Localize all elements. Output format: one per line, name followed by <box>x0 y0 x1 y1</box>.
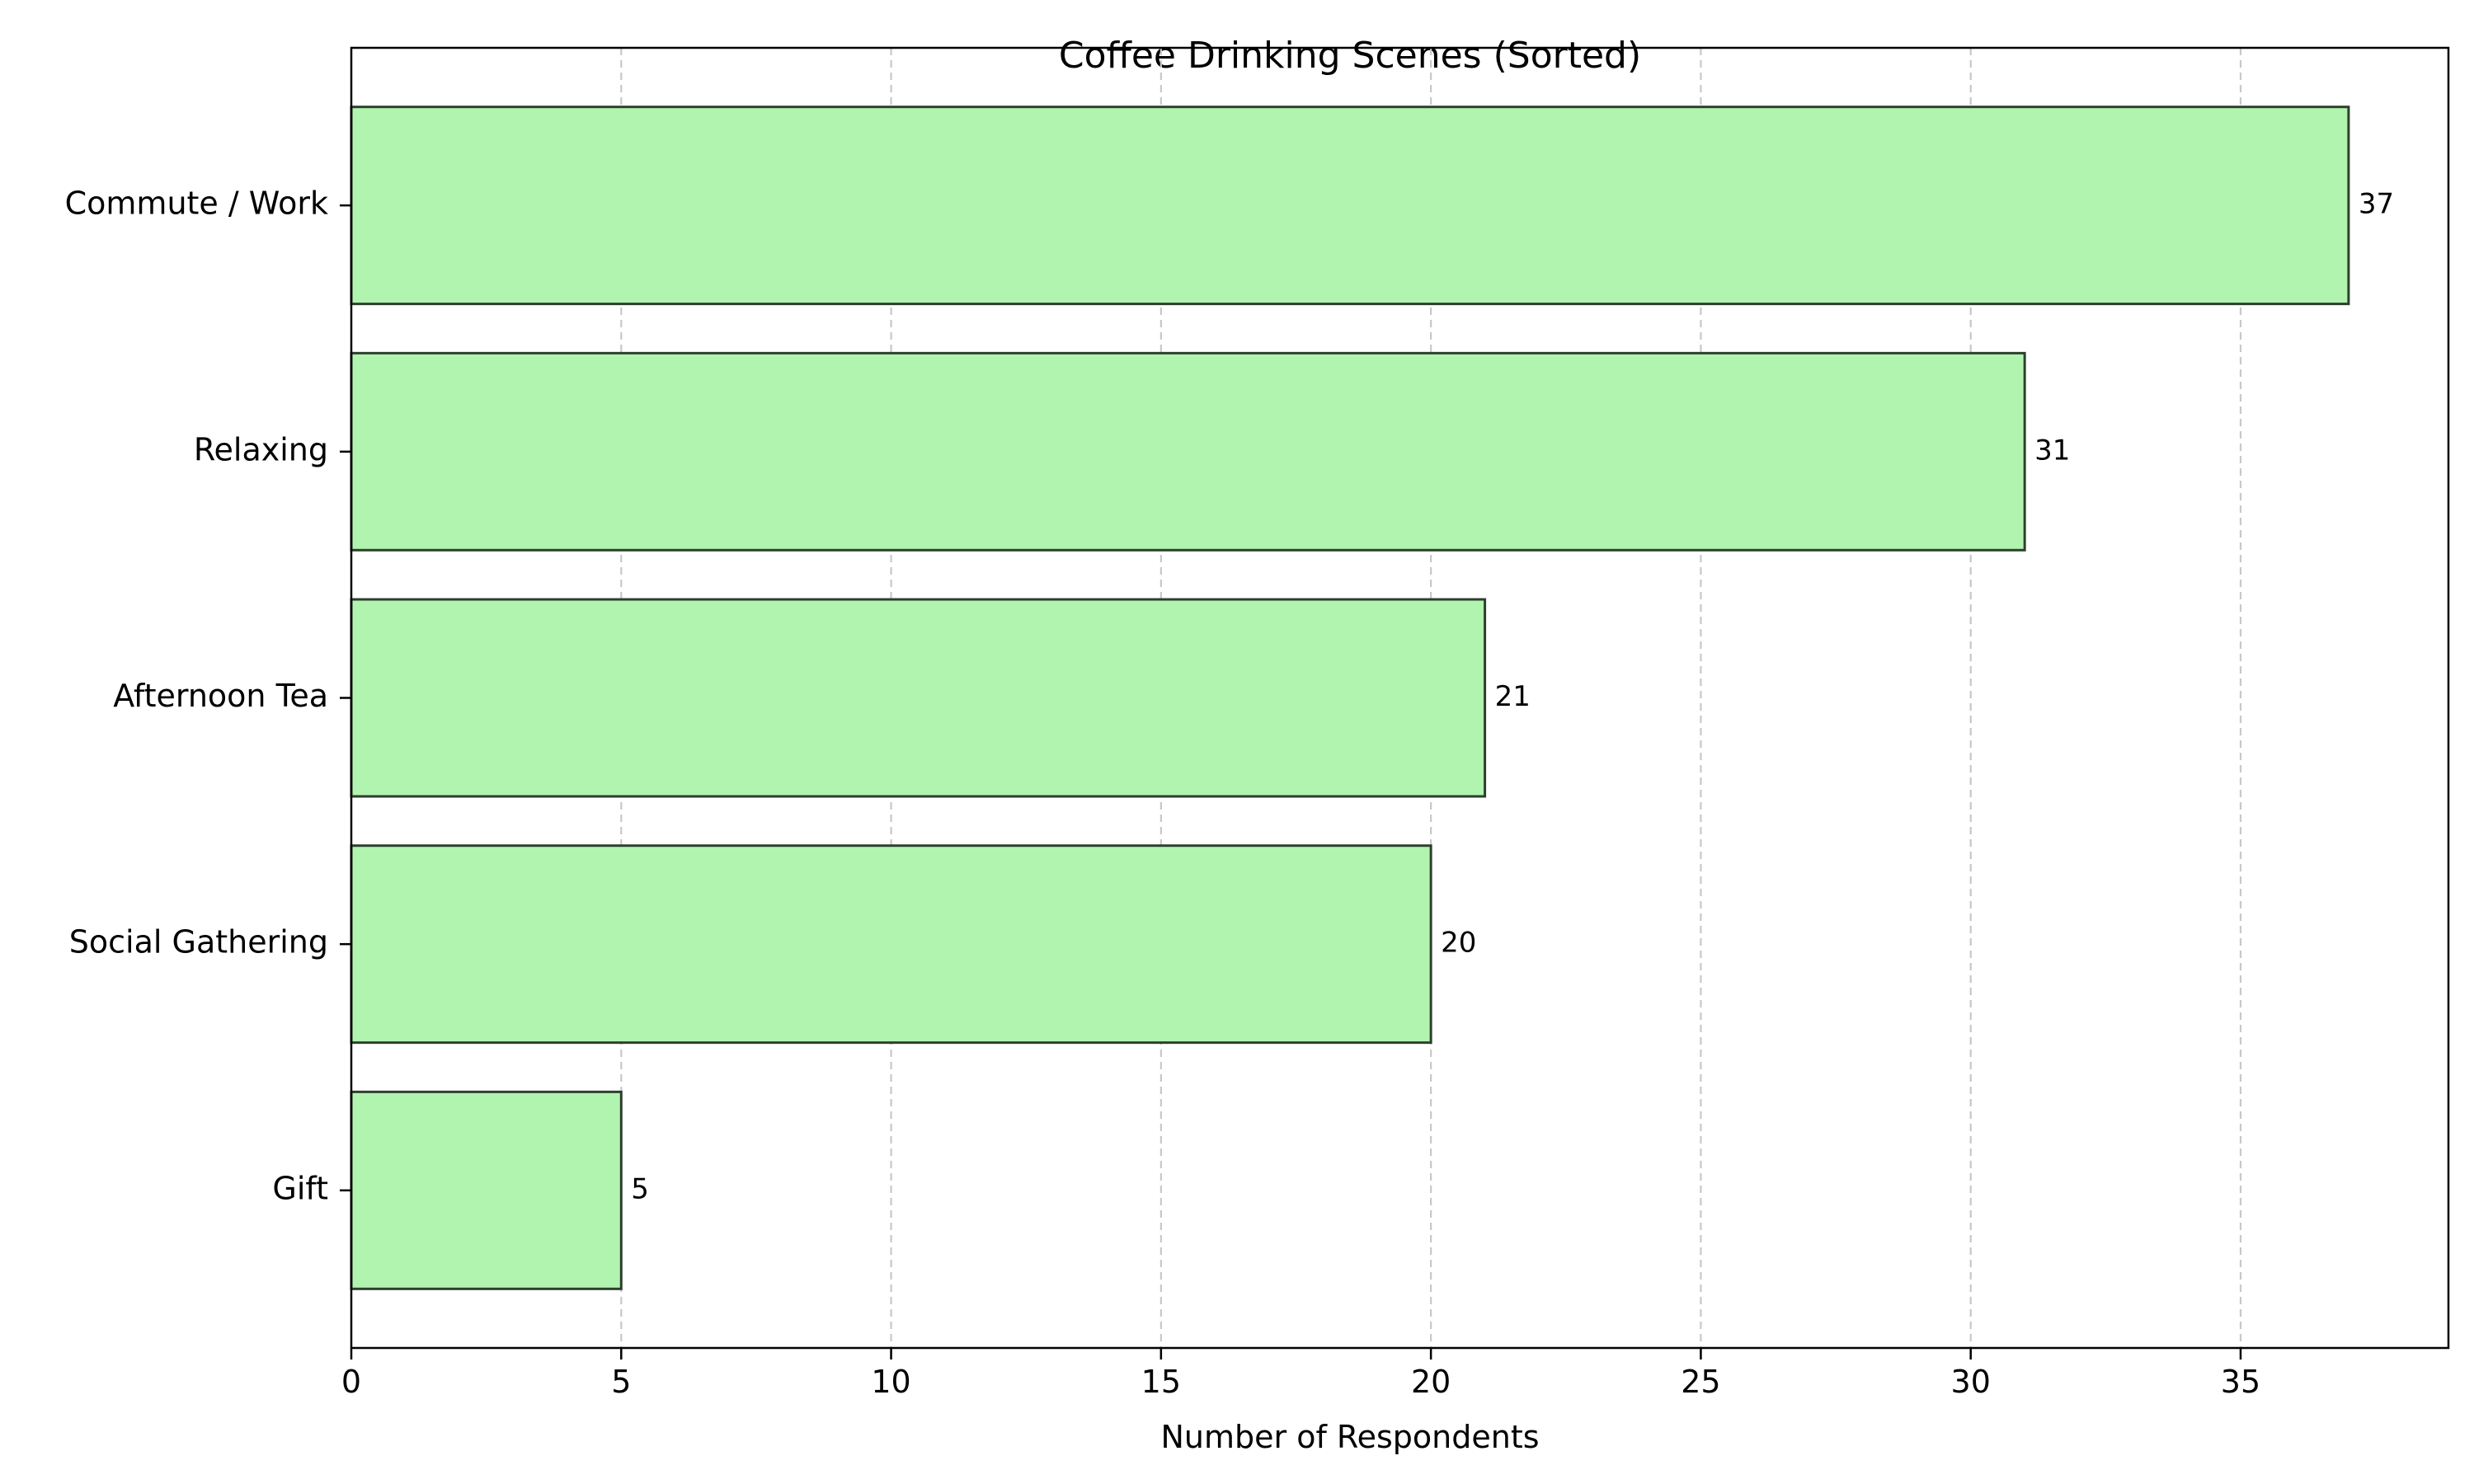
y-tick-label: Gift <box>272 1170 328 1206</box>
x-tick-label: 5 <box>611 1364 631 1400</box>
bar <box>350 351 2026 552</box>
bar-value-label: 20 <box>1441 927 1476 960</box>
x-tick-label: 20 <box>1411 1364 1451 1400</box>
y-tick-label: Relaxing <box>194 431 328 467</box>
x-axis-ticks: 0 5 10 15 20 25 30 35 <box>341 1348 2260 1400</box>
bars <box>350 106 2350 1290</box>
x-axis-label: Number of Respondents <box>1160 1419 1539 1455</box>
x-tick-label: 35 <box>2221 1364 2260 1400</box>
x-tick-label: 15 <box>1141 1364 1181 1400</box>
x-tick-label: 0 <box>341 1364 361 1400</box>
y-tick-label: Afternoon Tea <box>113 678 328 714</box>
x-tick-label: 25 <box>1681 1364 1720 1400</box>
y-tick-label: Social Gathering <box>69 924 328 960</box>
bar <box>350 598 1487 798</box>
bar-value-label: 21 <box>1495 680 1531 713</box>
bar-value-label: 37 <box>2359 188 2394 221</box>
y-axis-ticks: Commute / Work Relaxing Afternoon Tea Socia… <box>65 186 351 1206</box>
data-labels: 37 31 21 20 5 <box>631 188 2394 1206</box>
bar <box>350 1090 623 1290</box>
bar-value-label: 31 <box>2034 434 2070 467</box>
x-tick-label: 30 <box>1951 1364 1991 1400</box>
x-tick-label: 10 <box>871 1364 910 1400</box>
chart-title: Coffee Drinking Scenes (Sorted) <box>1059 35 1641 77</box>
bar <box>350 106 2350 306</box>
bar <box>350 844 1432 1045</box>
bar-value-label: 5 <box>631 1172 649 1205</box>
y-tick-label: Commute / Work <box>65 186 328 222</box>
